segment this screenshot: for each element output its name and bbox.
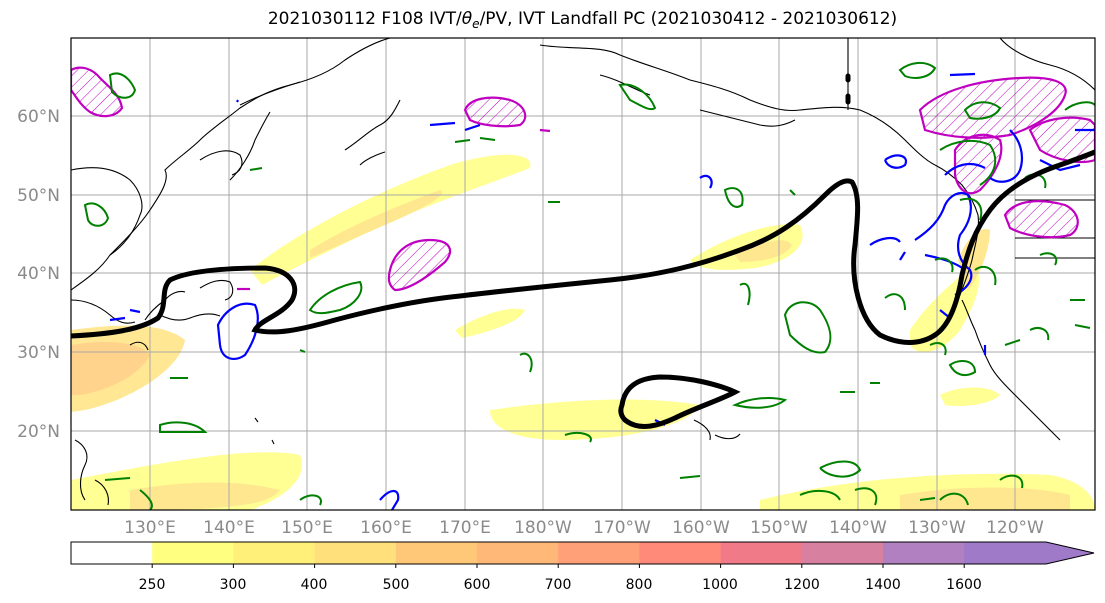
- colorbar-segments: [71, 542, 1094, 564]
- lat-label: 20°N: [17, 422, 60, 442]
- colorbar-label: 1400: [865, 577, 901, 593]
- lon-label: 130°W: [908, 518, 966, 538]
- colorbar-labels: 250 300 400 500 600 700 800 1000 1200 14…: [139, 577, 982, 593]
- ivt-landfall-contour: [71, 73, 1095, 429]
- lon-label: 130°E: [124, 518, 176, 538]
- colorbar-label: 700: [545, 577, 572, 593]
- title-theta: θ: [461, 9, 473, 29]
- lon-label: 150°W: [750, 518, 808, 538]
- colorbar-segment: [883, 542, 965, 564]
- colorbar-label: 300: [220, 577, 247, 593]
- lon-label: 120°W: [986, 518, 1044, 538]
- lon-label: 160°E: [360, 518, 412, 538]
- colorbar-segment: [152, 542, 234, 564]
- colorbar-segment: [801, 542, 884, 564]
- colorbar-segment: [964, 542, 1094, 564]
- ivt-shading: [71, 154, 1095, 510]
- green-contours: [83, 62, 1095, 510]
- colorbar-label: 1200: [784, 577, 820, 593]
- longitude-labels: 130°E 140°E 150°E 160°E 170°E 180°W 170°…: [124, 518, 1044, 538]
- lon-label: 170°W: [593, 518, 651, 538]
- map-frame: [70, 37, 1096, 511]
- colorbar-segment: [395, 542, 478, 564]
- lon-label: 170°E: [439, 518, 491, 538]
- colorbar-segment: [314, 542, 397, 564]
- colorbar-outline: [70, 541, 1095, 565]
- colorbar-ticks: [151, 564, 965, 568]
- lat-label: 60°N: [17, 107, 60, 127]
- colorbar: 250 300 400 500 600 700 800 1000 1200 14…: [70, 541, 1095, 593]
- title-prefix: 2021030112 F108 IVT/: [267, 9, 462, 29]
- colorbar-label: 1000: [702, 577, 738, 593]
- lon-label: 140°E: [203, 518, 255, 538]
- colorbar-label: 800: [626, 577, 653, 593]
- colorbar-segment: [71, 542, 153, 564]
- map-plot-area: [71, 38, 1095, 510]
- colorbar-segment: [477, 542, 559, 564]
- colorbar-label: 600: [464, 577, 491, 593]
- colorbar-segment: [558, 542, 640, 564]
- lat-label: 30°N: [17, 343, 60, 363]
- lon-label: 150°E: [281, 518, 333, 538]
- title-suffix: /PV, IVT Landfall PC (2021030412 - 20210…: [479, 9, 898, 29]
- lon-label: 160°W: [672, 518, 730, 538]
- title-sub-e: e: [472, 17, 480, 32]
- colorbar-label: 1600: [946, 577, 982, 593]
- map-title: 2021030112 F108 IVT/θe/PV, IVT Landfall …: [0, 9, 1105, 32]
- colorbar-label: 500: [383, 577, 410, 593]
- lon-label: 180°W: [514, 518, 572, 538]
- colorbar-segment: [233, 542, 316, 564]
- lon-label: 140°W: [829, 518, 887, 538]
- colorbar-label: 400: [301, 577, 328, 593]
- colorbar-segment: [639, 542, 722, 564]
- colorbar-label: 250: [139, 577, 166, 593]
- colorbar-segment: [720, 542, 803, 564]
- lat-label: 40°N: [17, 264, 60, 284]
- lat-label: 50°N: [17, 186, 60, 206]
- latitude-labels: 60°N 50°N 40°N 30°N 20°N: [17, 107, 60, 442]
- graticule: [71, 38, 1095, 510]
